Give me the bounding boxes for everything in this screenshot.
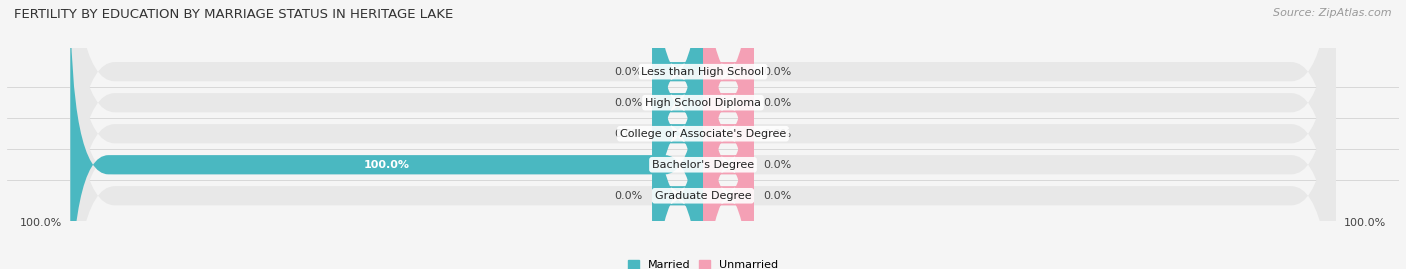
Text: College or Associate's Degree: College or Associate's Degree [620, 129, 786, 139]
Text: 100.0%: 100.0% [364, 160, 409, 170]
FancyBboxPatch shape [70, 0, 1336, 269]
Text: 0.0%: 0.0% [614, 191, 643, 201]
Text: 0.0%: 0.0% [614, 129, 643, 139]
FancyBboxPatch shape [70, 0, 1336, 269]
Text: 0.0%: 0.0% [763, 160, 792, 170]
Text: FERTILITY BY EDUCATION BY MARRIAGE STATUS IN HERITAGE LAKE: FERTILITY BY EDUCATION BY MARRIAGE STATU… [14, 8, 453, 21]
Text: Less than High School: Less than High School [641, 67, 765, 77]
FancyBboxPatch shape [703, 0, 754, 269]
FancyBboxPatch shape [652, 0, 703, 269]
Text: 0.0%: 0.0% [614, 67, 643, 77]
FancyBboxPatch shape [70, 0, 1336, 269]
Text: 0.0%: 0.0% [614, 98, 643, 108]
Text: Graduate Degree: Graduate Degree [655, 191, 751, 201]
FancyBboxPatch shape [652, 19, 703, 269]
FancyBboxPatch shape [70, 0, 1336, 269]
Text: 100.0%: 100.0% [1344, 218, 1386, 228]
FancyBboxPatch shape [652, 0, 703, 248]
Text: Bachelor's Degree: Bachelor's Degree [652, 160, 754, 170]
Text: 0.0%: 0.0% [763, 129, 792, 139]
FancyBboxPatch shape [703, 0, 754, 269]
Text: 100.0%: 100.0% [20, 218, 62, 228]
FancyBboxPatch shape [703, 19, 754, 269]
Text: High School Diploma: High School Diploma [645, 98, 761, 108]
Text: Source: ZipAtlas.com: Source: ZipAtlas.com [1274, 8, 1392, 18]
Legend: Married, Unmarried: Married, Unmarried [627, 260, 779, 269]
FancyBboxPatch shape [70, 0, 703, 269]
FancyBboxPatch shape [703, 0, 754, 269]
FancyBboxPatch shape [652, 0, 703, 269]
Text: 0.0%: 0.0% [763, 98, 792, 108]
FancyBboxPatch shape [703, 0, 754, 248]
Text: 0.0%: 0.0% [763, 67, 792, 77]
FancyBboxPatch shape [70, 0, 1336, 269]
Text: 0.0%: 0.0% [763, 191, 792, 201]
